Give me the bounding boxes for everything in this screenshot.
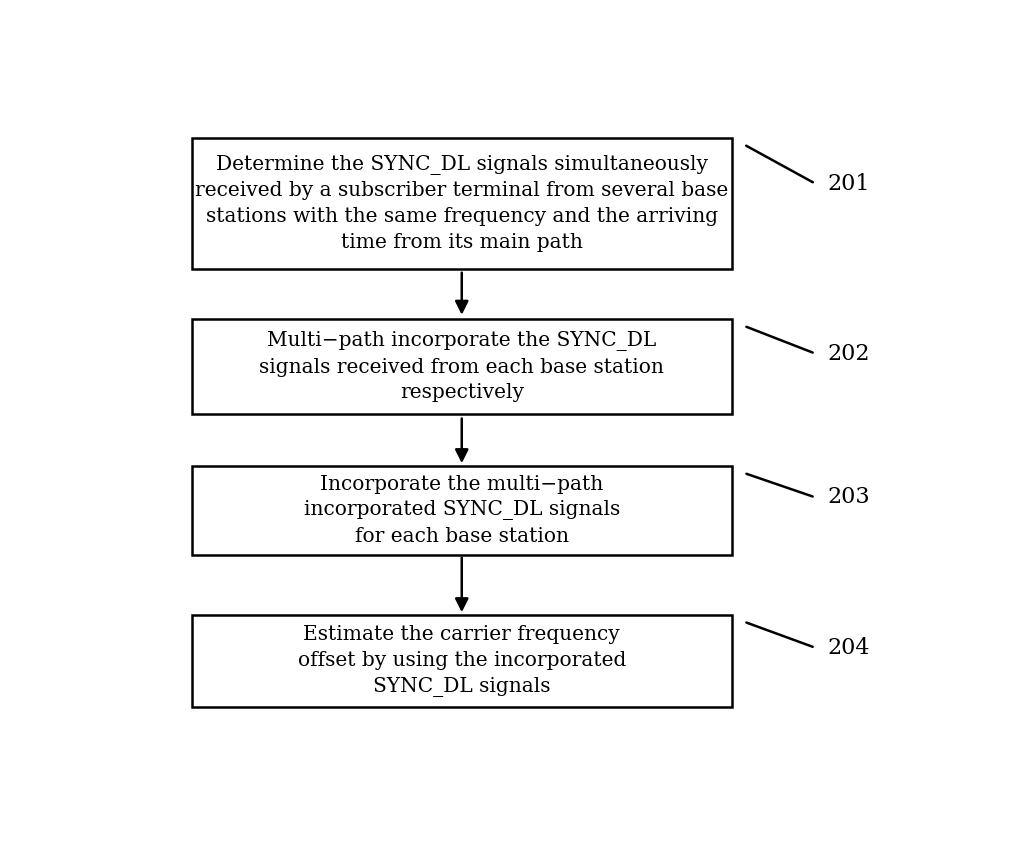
Text: 201: 201 — [827, 172, 869, 194]
Text: 203: 203 — [827, 486, 870, 509]
Text: 202: 202 — [827, 342, 869, 364]
FancyBboxPatch shape — [192, 615, 732, 706]
Text: Multi−path incorporate the SYNC_DL
signals received from each base station
respe: Multi−path incorporate the SYNC_DL signa… — [259, 331, 664, 402]
Text: Incorporate the multi−path
incorporated SYNC_DL signals
for each base station: Incorporate the multi−path incorporated … — [303, 475, 620, 546]
FancyBboxPatch shape — [192, 138, 732, 268]
FancyBboxPatch shape — [192, 319, 732, 414]
Text: Determine the SYNC_DL signals simultaneously
received by a subscriber terminal f: Determine the SYNC_DL signals simultaneo… — [195, 155, 729, 252]
FancyBboxPatch shape — [192, 466, 732, 554]
Text: 204: 204 — [827, 637, 869, 659]
Text: Estimate the carrier frequency
offset by using the incorporated
SYNC_DL signals: Estimate the carrier frequency offset by… — [297, 625, 626, 696]
